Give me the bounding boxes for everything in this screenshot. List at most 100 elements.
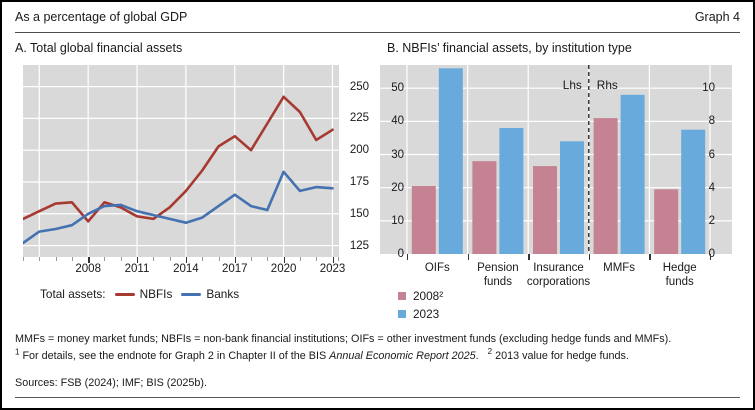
major-tick xyxy=(234,257,237,263)
category-label: Hedge funds xyxy=(662,262,697,288)
bar-pension-funds-2023 xyxy=(499,128,524,254)
major-tick xyxy=(407,254,409,260)
legend-label-2023: 2023 xyxy=(413,306,440,321)
panel-a-y-tick-label: 150 xyxy=(349,207,369,220)
line-chart-svg xyxy=(23,65,339,257)
panel-a-plot xyxy=(23,65,339,257)
minor-tick xyxy=(120,257,122,261)
panel-b-plot: Lhs Rhs 0 10 20 30 40 50 0 2 4 6 8 10 xyxy=(380,65,732,260)
panel-b-rhs-tick-label: 2 xyxy=(708,214,715,227)
minor-tick xyxy=(338,257,339,261)
series-Banks xyxy=(23,170,334,245)
footnote-1-marker: 1 xyxy=(15,347,20,357)
panel-b-rhs-tick-label: 8 xyxy=(708,115,715,128)
bar-mmfs-2023 xyxy=(620,94,645,254)
footnote-2-text: 2013 value for hedge funds. xyxy=(495,350,629,362)
minor-tick xyxy=(153,257,155,261)
major-tick xyxy=(649,254,651,260)
footnote-1-italic: Annual Economic Report 2025 xyxy=(329,350,476,362)
minor-tick xyxy=(251,257,252,261)
panel-a-x-tick-label: 2017 xyxy=(222,263,248,275)
footnote-definitions: MMFs = money market funds; NBFIs = non-b… xyxy=(15,333,672,345)
panel-b-rhs-tick-label: 4 xyxy=(708,181,715,194)
major-tick xyxy=(185,257,188,263)
legend-label-2008: 2008² xyxy=(413,288,444,303)
minor-tick xyxy=(218,257,220,261)
minor-tick xyxy=(71,257,73,261)
lhs-label: Lhs xyxy=(562,78,582,92)
panel-b-lhs-tick-label: 50 xyxy=(391,82,404,95)
panel-a-x-tick-label: 2014 xyxy=(173,263,199,275)
rhs-label: Rhs xyxy=(596,78,618,92)
series-NBFIs xyxy=(23,95,334,223)
panel-a-y-tick-label: 225 xyxy=(349,112,369,125)
major-tick xyxy=(137,257,139,263)
panel-a-y-tick-label: 175 xyxy=(349,175,369,188)
major-tick xyxy=(283,257,285,263)
bar-chart-svg xyxy=(380,65,732,254)
panel-a-x-axis: 2008 2011 2014 2017 2020 2023 xyxy=(23,263,345,279)
bar-hedge-funds-2008² xyxy=(654,189,679,254)
footnote-1-text: For details, see the endnote for Graph 2… xyxy=(22,350,330,362)
legend-label-banks: Banks xyxy=(206,287,240,301)
panel-a-legend: Total assets: NBFIs Banks xyxy=(40,287,239,301)
panel-b-rhs-tick-label: 0 xyxy=(708,248,715,260)
footnote-notes: 1 For details, see the endnote for Graph… xyxy=(15,347,740,363)
sources-line: Sources: FSB (2024); IMF; BIS (2025b). xyxy=(15,377,208,389)
header-divider xyxy=(15,32,740,33)
minor-tick xyxy=(104,257,106,261)
major-tick xyxy=(467,254,469,260)
banks-line-swatch xyxy=(181,292,202,296)
legend-label-nbfis: NBFIs xyxy=(139,287,173,301)
panel-a-x-tick-label: 2023 xyxy=(319,263,346,275)
category-label: Pension funds xyxy=(477,262,519,288)
panel-a-x-tick-label: 2011 xyxy=(124,263,150,275)
bar-hedge-funds-2023 xyxy=(681,129,706,254)
panel-b-title: B. NBFIs’ financial assets, by instituti… xyxy=(387,41,632,55)
panel-a-y-tick-label: 125 xyxy=(349,239,369,252)
major-tick xyxy=(710,254,712,260)
panel-a-y-axis: 125 150 175 200 225 250 xyxy=(343,2,369,408)
bar-pension-funds-2008² xyxy=(472,161,497,254)
minor-tick xyxy=(169,257,171,261)
legend-swatch-2023 xyxy=(398,309,406,318)
minor-tick xyxy=(299,257,301,261)
panel-a-x-ticks xyxy=(23,257,339,266)
minor-tick xyxy=(202,257,204,261)
graph-subtitle: As a percentage of global GDP xyxy=(15,10,188,24)
panel-b-lhs-tick-label: 20 xyxy=(391,181,404,194)
panel-b-rhs-tick-label: 6 xyxy=(708,148,715,161)
panel-b-legend: 2008² 2023 xyxy=(398,288,443,324)
panel-a-x-tick-label: 2020 xyxy=(270,263,297,275)
minor-tick xyxy=(39,257,41,261)
panel-b-x-ticks xyxy=(380,254,732,263)
nbfis-line-swatch xyxy=(114,292,135,296)
bar-oifs-2023 xyxy=(438,68,463,254)
minor-tick xyxy=(23,257,24,261)
category-label: MMFs xyxy=(603,262,636,274)
bar-insurance-corporations-2008² xyxy=(533,166,557,254)
panel-a-y-tick-label: 200 xyxy=(349,144,369,157)
panel-b-lhs-tick-label: 30 xyxy=(391,148,404,161)
panel-a-y-tick-label: 250 xyxy=(349,80,369,93)
panel-a-title: A. Total global financial assets xyxy=(15,41,183,55)
bar-insurance-corporations-2023 xyxy=(560,141,584,254)
graph-number: Graph 4 xyxy=(694,10,740,24)
minor-tick xyxy=(267,257,269,261)
bar-mmfs-2008² xyxy=(593,118,618,254)
panel-b-rhs-tick-label: 10 xyxy=(702,82,715,95)
major-tick xyxy=(332,257,334,263)
bar-oifs-2008² xyxy=(411,186,436,254)
panel-b-lhs-tick-label: 40 xyxy=(391,115,404,128)
panel-b-lhs-tick-label: 10 xyxy=(391,214,404,227)
panel-a-x-tick-label: 2008 xyxy=(75,263,101,275)
bottom-divider xyxy=(15,397,740,398)
category-label: Insurance corporations xyxy=(526,262,591,288)
category-label: OIFs xyxy=(424,262,450,274)
footnote-2-marker: 2 xyxy=(487,347,493,357)
legend-swatch-2008 xyxy=(398,291,406,300)
major-tick xyxy=(588,254,591,260)
major-tick xyxy=(528,254,530,260)
minor-tick xyxy=(55,257,57,261)
